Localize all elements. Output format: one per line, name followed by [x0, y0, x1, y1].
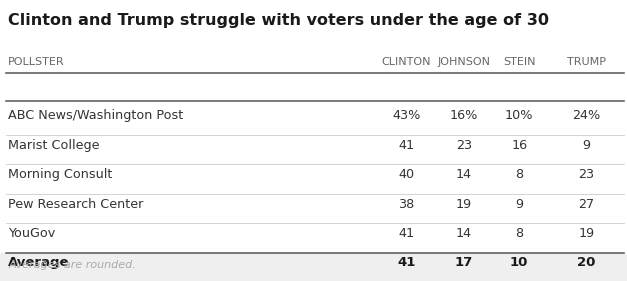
Text: 10: 10 [510, 256, 529, 269]
Text: 41: 41 [397, 256, 416, 269]
Text: 24%: 24% [572, 109, 601, 122]
Text: Clinton and Trump struggle with voters under the age of 30: Clinton and Trump struggle with voters u… [8, 13, 549, 28]
Bar [0, 253, 627, 281]
Text: 43%: 43% [392, 109, 421, 122]
Text: 19: 19 [456, 198, 472, 210]
Text: 23: 23 [456, 139, 472, 151]
Text: 8: 8 [515, 168, 523, 181]
Text: 8: 8 [515, 227, 523, 240]
Text: Average: Average [8, 256, 70, 269]
Text: POLLSTER: POLLSTER [8, 57, 65, 67]
Text: 14: 14 [456, 168, 472, 181]
Text: JOHNSON: JOHNSON [438, 57, 490, 67]
Text: 40: 40 [398, 168, 414, 181]
Text: ABC News/Washington Post: ABC News/Washington Post [8, 109, 184, 122]
Text: 10%: 10% [505, 109, 534, 122]
Text: 9: 9 [515, 198, 523, 210]
Text: Morning Consult: Morning Consult [8, 168, 112, 181]
Text: 19: 19 [578, 227, 594, 240]
Text: STEIN: STEIN [503, 57, 535, 67]
Text: 9: 9 [582, 139, 590, 151]
Text: 20: 20 [577, 256, 596, 269]
Text: Pew Research Center: Pew Research Center [8, 198, 144, 210]
Text: YouGov: YouGov [8, 227, 55, 240]
Text: 17: 17 [455, 256, 473, 269]
Text: Marist College: Marist College [8, 139, 100, 151]
Text: CLINTON: CLINTON [382, 57, 431, 67]
Text: 16: 16 [511, 139, 527, 151]
Text: 16%: 16% [450, 109, 478, 122]
Text: TRUMP: TRUMP [567, 57, 606, 67]
Text: 41: 41 [398, 227, 414, 240]
Text: 14: 14 [456, 227, 472, 240]
Text: 23: 23 [578, 168, 594, 181]
Text: 38: 38 [398, 198, 414, 210]
Text: 41: 41 [398, 139, 414, 151]
Text: 27: 27 [578, 198, 594, 210]
Text: Averages are rounded.: Averages are rounded. [8, 260, 136, 270]
